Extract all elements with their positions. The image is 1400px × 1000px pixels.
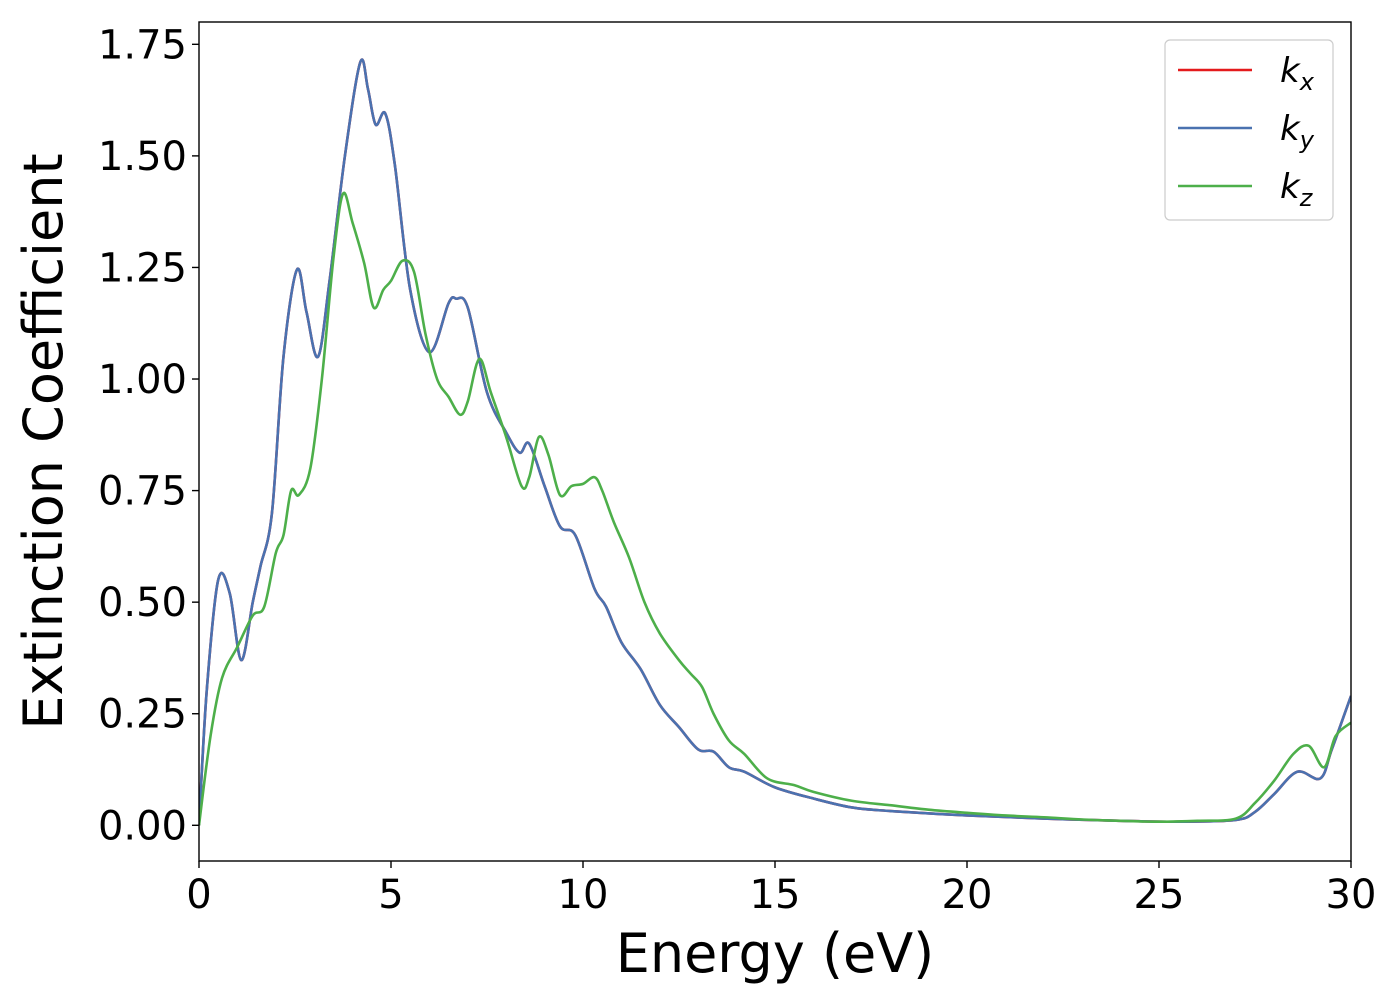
y-tick-label: 0.50 — [98, 580, 187, 626]
y-tick-label: 0.00 — [98, 803, 187, 849]
series-line-k-z — [199, 191, 1351, 826]
y-tick-label: 0.75 — [98, 469, 187, 515]
y-tick-label: 1.75 — [98, 22, 187, 68]
series-layer — [199, 58, 1351, 826]
y-tick-label: 1.50 — [98, 134, 187, 180]
y-tick-label: 1.25 — [98, 245, 187, 291]
legend-label-k-z: kz — [1280, 167, 1314, 212]
y-axis-label: Extinction Coefficient — [12, 153, 75, 729]
x-tick-label: 25 — [1134, 872, 1185, 918]
legend-label-k-x: kx — [1280, 51, 1315, 96]
legend-box — [1164, 39, 1334, 221]
legend-label-base: k — [1280, 167, 1301, 207]
y-tick-label: 1.00 — [98, 357, 187, 403]
legend-label-base: k — [1280, 51, 1301, 91]
x-tick-label: 20 — [942, 872, 993, 918]
legend-label-base: k — [1280, 109, 1301, 149]
legend-label-subscript: z — [1299, 184, 1314, 212]
series-line-k-y — [199, 58, 1351, 826]
x-tick-label: 10 — [558, 872, 609, 918]
legend-label-k-y: ky — [1280, 109, 1315, 154]
y-tick-label: 0.25 — [98, 692, 187, 738]
x-tick-label: 30 — [1326, 872, 1377, 918]
legend-label-subscript: x — [1299, 68, 1315, 96]
y-axis-ticks: 0.00 0.25 0.50 0.75 1.00 1.25 1.50 1.75 — [98, 22, 199, 849]
x-axis-ticks: 0 5 10 15 20 25 30 — [186, 861, 1376, 918]
x-tick-label: 5 — [378, 872, 403, 918]
x-tick-label: 15 — [750, 872, 801, 918]
x-axis-label: Energy (eV) — [616, 922, 935, 985]
legend-label-subscript: y — [1299, 126, 1315, 154]
x-tick-label: 0 — [186, 872, 211, 918]
